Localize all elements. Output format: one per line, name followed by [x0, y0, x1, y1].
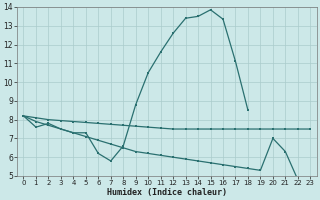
X-axis label: Humidex (Indice chaleur): Humidex (Indice chaleur)	[107, 188, 227, 197]
